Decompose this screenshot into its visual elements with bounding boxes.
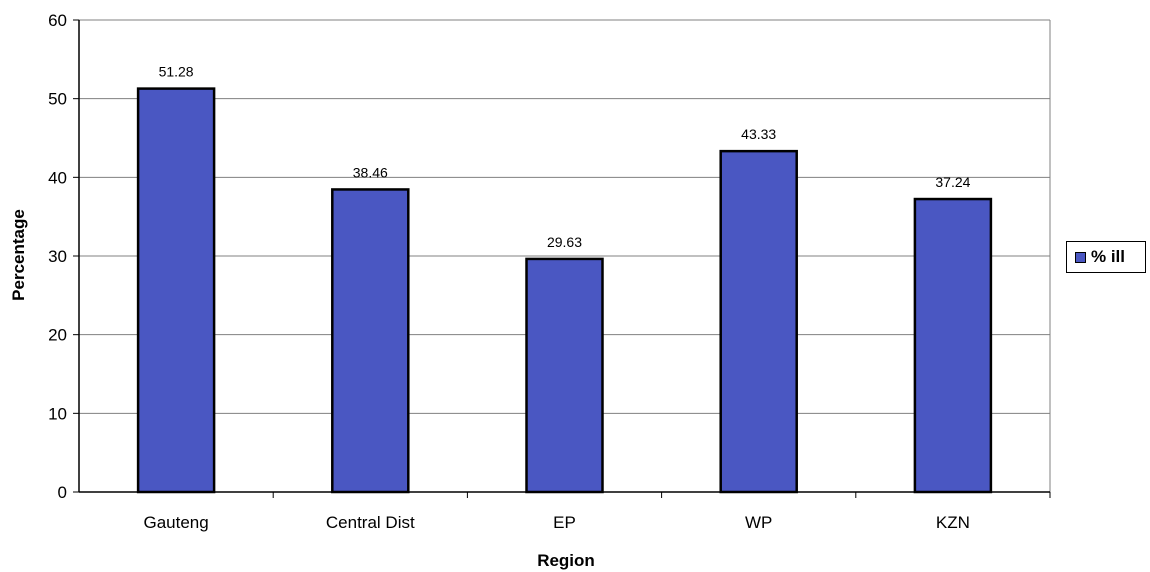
x-tick-label: Gauteng bbox=[143, 513, 208, 532]
y-tick-label: 50 bbox=[48, 90, 67, 109]
legend: % ill bbox=[1066, 241, 1146, 273]
y-tick-label: 10 bbox=[48, 404, 67, 423]
data-label: 43.33 bbox=[741, 126, 776, 142]
bar bbox=[331, 188, 410, 494]
axes: 0 10 20 30 40 50 60 Gauteng Central Dist EP WP KZN bbox=[48, 11, 1051, 532]
data-label: 29.63 bbox=[547, 234, 582, 250]
bar bbox=[719, 149, 798, 494]
data-label: 51.28 bbox=[159, 64, 194, 80]
bar bbox=[525, 257, 604, 494]
gridlines bbox=[79, 19, 1051, 492]
bars bbox=[136, 87, 993, 494]
x-tick-label: KZN bbox=[936, 513, 970, 532]
y-tick-label: 40 bbox=[48, 168, 67, 187]
x-tick-label: WP bbox=[745, 513, 772, 532]
x-axis-title: Region bbox=[537, 551, 595, 570]
data-label: 38.46 bbox=[353, 164, 388, 180]
data-labels: 51.28 38.46 29.63 43.33 37.24 bbox=[159, 64, 971, 250]
y-axis-title: Percentage bbox=[9, 209, 28, 301]
x-tick-label: Central Dist bbox=[326, 513, 415, 532]
y-tick-label: 20 bbox=[48, 326, 67, 345]
y-tick-label: 0 bbox=[58, 483, 67, 502]
y-tick-label: 60 bbox=[48, 11, 67, 30]
bar bbox=[913, 197, 993, 494]
data-label: 37.24 bbox=[935, 174, 970, 190]
legend-swatch bbox=[1075, 251, 1086, 263]
bar bbox=[136, 87, 216, 494]
legend-label: % ill bbox=[1091, 247, 1126, 266]
x-tick-label: EP bbox=[553, 513, 576, 532]
y-tick-label: 30 bbox=[48, 247, 67, 266]
